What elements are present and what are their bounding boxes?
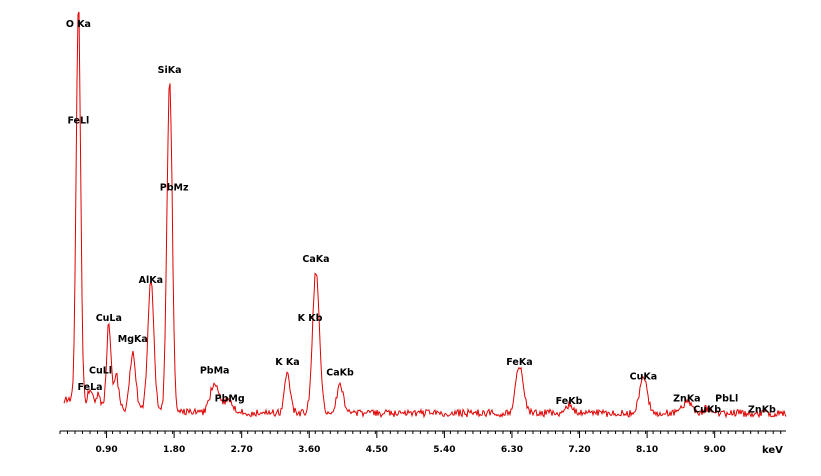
peak-label: CuLl bbox=[89, 365, 112, 376]
peak-labels: O Ka FeLl SiKa PbMz AlKa CuLa MgKa CuLl FeLa PbMa… bbox=[66, 19, 776, 416]
peak-label: FeLl bbox=[67, 115, 89, 126]
peak-label: ZnKa bbox=[673, 393, 700, 404]
x-tick-label: 0.90 bbox=[95, 445, 117, 455]
x-tick-label: 5.40 bbox=[433, 445, 455, 455]
x-axis-unit-label: keV bbox=[762, 445, 783, 456]
peak-label: MgKa bbox=[118, 334, 148, 345]
peak-label: SiKa bbox=[158, 65, 182, 76]
peak-label: CuKa bbox=[630, 372, 658, 383]
peak-label: AlKa bbox=[139, 275, 163, 286]
x-tick-label: 1.80 bbox=[163, 445, 185, 455]
x-axis: 0.90 1.80 2.70 3.60 4.50 5.40 6.30 7.20 8.10 9.00 bbox=[59, 430, 786, 455]
peak-label: FeKb bbox=[556, 396, 583, 407]
peak-label: PbMa bbox=[200, 365, 230, 376]
peak-label: PbLl bbox=[715, 393, 738, 404]
x-tick-label: 7.20 bbox=[568, 445, 590, 455]
peak-label: K Ka bbox=[275, 357, 299, 368]
x-tick-label: 8.10 bbox=[636, 445, 658, 455]
spectrum-series-line bbox=[63, 11, 787, 419]
x-tick-label: 6.30 bbox=[501, 445, 523, 455]
peak-label: PbMg bbox=[215, 393, 245, 404]
peak-label: FeKa bbox=[506, 357, 532, 368]
x-tick-label: 2.70 bbox=[231, 445, 253, 455]
peak-label: PbMz bbox=[160, 183, 189, 194]
x-tick-label: 9.00 bbox=[704, 445, 726, 455]
peak-label: CaKb bbox=[326, 367, 354, 378]
peak-label: CuKb bbox=[693, 404, 721, 415]
x-tick-label: 3.60 bbox=[298, 445, 320, 455]
peak-label: K Kb bbox=[298, 313, 323, 324]
plot-area bbox=[63, 11, 787, 419]
peak-label: ZnKb bbox=[748, 404, 776, 415]
peak-label: FeLa bbox=[78, 382, 103, 393]
peak-label: CaKa bbox=[302, 254, 329, 265]
peak-label: CuLa bbox=[96, 313, 122, 324]
peak-label: O Ka bbox=[66, 19, 91, 30]
x-tick-label: 4.50 bbox=[366, 445, 388, 455]
